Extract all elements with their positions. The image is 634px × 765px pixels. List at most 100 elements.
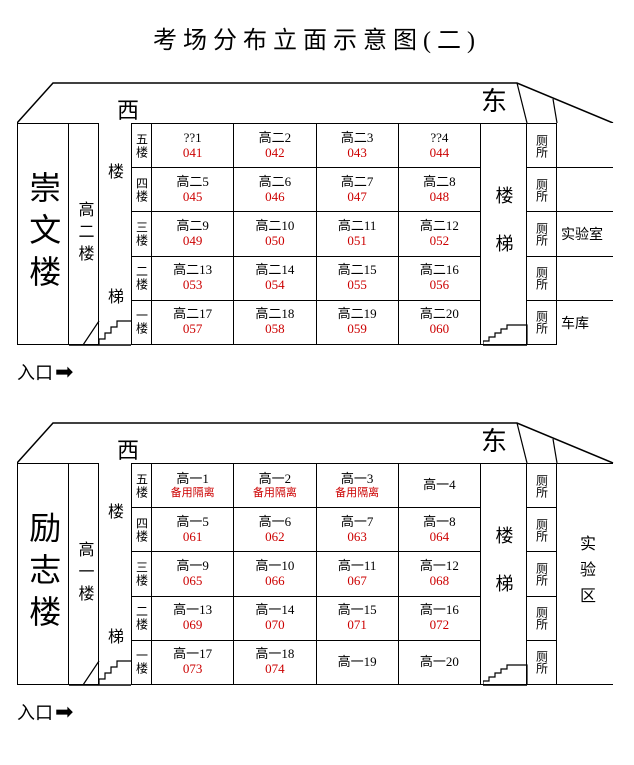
room-code: 068 [430, 574, 450, 589]
building-name: 励志楼 [17, 463, 69, 685]
room-name: 高一13 [173, 603, 212, 618]
floor-label: 二楼 [132, 257, 152, 300]
page-title: 考场分布立面示意图(二) [10, 20, 624, 55]
floor-row: 二楼 高一13069高一14070高一15071高一16072 [132, 597, 480, 641]
room-name: 高二6 [259, 175, 292, 190]
exam-room: 高一8064 [399, 508, 480, 551]
room-code: 059 [347, 322, 367, 337]
exam-room: 高一15071 [317, 597, 399, 640]
room-code: 055 [347, 278, 367, 293]
room-name: 高二2 [259, 131, 292, 146]
floor-grid: 五楼 高一1备用隔离高一2备用隔离高一3备用隔离高一4 四楼 高一5061 高一6… [131, 463, 481, 685]
direction-east: 东 [481, 421, 507, 458]
building-0: 西 东 崇文楼 高二楼 楼 梯 五楼 ??1041高二2042高二3043??4… [17, 75, 617, 385]
toilet-cell: 厕所 [527, 464, 556, 508]
room-name: 高一6 [259, 515, 292, 530]
exam-room: 高二8048 [399, 168, 480, 211]
toilet-cell: 厕所 [527, 168, 556, 212]
exam-room: 高二11051 [317, 212, 399, 255]
exam-room: 高一18074 [234, 641, 316, 684]
exam-room: 高一1备用隔离 [152, 464, 234, 507]
room-name: 高二18 [255, 307, 294, 322]
exam-room: 高二12052 [399, 212, 480, 255]
room-name: 高二7 [341, 175, 374, 190]
exam-room: 高二18058 [234, 301, 316, 344]
room-name: 高一1 [176, 472, 209, 487]
room-code: 060 [430, 322, 450, 337]
floor-label: 一楼 [132, 641, 152, 684]
building-sub: 高一楼 [69, 463, 99, 685]
side-cell [557, 168, 613, 213]
room-code: 066 [265, 574, 285, 589]
room-code: 047 [347, 190, 367, 205]
room-name: 高二11 [338, 219, 377, 234]
room-code: 070 [265, 618, 285, 633]
exam-room: 高一12068 [399, 552, 480, 595]
floor-row: 四楼 高一5061高一6062高一7063高一8064 [132, 508, 480, 552]
room-code: 061 [183, 530, 203, 545]
exam-room: 高一19 [317, 641, 399, 684]
exam-room: 高二17057 [152, 301, 234, 344]
exam-room: 高一16072 [399, 597, 480, 640]
exam-room: 高二7047 [317, 168, 399, 211]
room-name: 高二13 [173, 263, 212, 278]
arrow-right-icon: ➡ [55, 359, 73, 385]
room-name: 高一8 [423, 515, 456, 530]
building-name: 崇文楼 [17, 123, 69, 345]
side-cell: 车库 [557, 301, 613, 345]
room-name: 高二15 [338, 263, 377, 278]
exam-room: ??4044 [399, 124, 480, 167]
room-name: 高一15 [338, 603, 377, 618]
room-name: 高一19 [338, 655, 377, 670]
arrow-right-icon: ➡ [55, 699, 73, 725]
room-code: 046 [265, 190, 285, 205]
room-name: 高一16 [420, 603, 459, 618]
exam-room: 高一9065 [152, 552, 234, 595]
exam-room: 高一10066 [234, 552, 316, 595]
room-code: 071 [347, 618, 367, 633]
room-code: 043 [347, 146, 367, 161]
room-code: 051 [347, 234, 367, 249]
room-name: 高二12 [420, 219, 459, 234]
room-name: 高一7 [341, 515, 374, 530]
side-cell: 实验室 [557, 212, 613, 257]
room-code: 042 [265, 146, 285, 161]
toilet-cell: 厕所 [527, 597, 556, 641]
room-code: 050 [265, 234, 285, 249]
floor-row: 五楼 高一1备用隔离高一2备用隔离高一3备用隔离高一4 [132, 464, 480, 508]
room-code: 064 [430, 530, 450, 545]
room-name: 高一3 [341, 472, 374, 487]
room-name: 高二20 [420, 307, 459, 322]
stair-left-label: 梯 [107, 285, 125, 311]
room-name: ??4 [430, 131, 448, 146]
room-code: 054 [265, 278, 285, 293]
room-name: 高二8 [423, 175, 456, 190]
exam-room: 高一17073 [152, 641, 234, 684]
exam-room: ??1041 [152, 124, 234, 167]
exam-room: 高二13053 [152, 257, 234, 300]
room-code: 058 [265, 322, 285, 337]
side-cell [557, 123, 613, 168]
exam-room: 高二15055 [317, 257, 399, 300]
floor-grid: 五楼 ??1041高二2042高二3043??4044 四楼 高二5045高二6… [131, 123, 481, 345]
room-code: 053 [183, 278, 203, 293]
room-code: 065 [183, 574, 203, 589]
floor-row: 三楼 高二9049高二10050高二11051高二12052 [132, 212, 480, 256]
room-name: 高一5 [176, 515, 209, 530]
room-code: 069 [183, 618, 203, 633]
toilet-column: 厕所厕所厕所厕所厕所 [527, 463, 557, 685]
room-code: 072 [430, 618, 450, 633]
room-name: 高二19 [338, 307, 377, 322]
toilet-cell: 厕所 [527, 508, 556, 552]
toilet-cell: 厕所 [527, 124, 556, 168]
floor-label: 一楼 [132, 301, 152, 344]
floor-label: 四楼 [132, 168, 152, 211]
floor-label: 四楼 [132, 508, 152, 551]
exam-room: 高一6062 [234, 508, 316, 551]
floor-row: 一楼 高二17057高二18058高二19059高二20060 [132, 301, 480, 344]
toilet-column: 厕所厕所厕所厕所厕所 [527, 123, 557, 345]
floor-label: 三楼 [132, 212, 152, 255]
exam-room: 高一3备用隔离 [317, 464, 399, 507]
room-name: 高二3 [341, 131, 374, 146]
room-code: 062 [265, 530, 285, 545]
